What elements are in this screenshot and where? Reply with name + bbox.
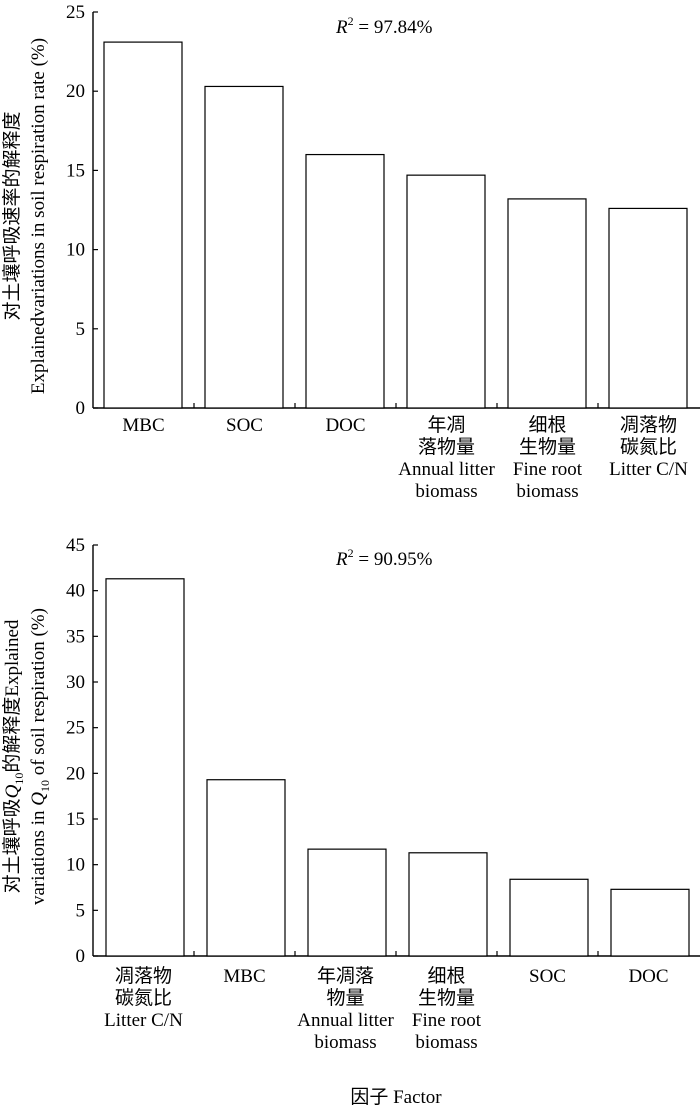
y-tick-label: 5: [76, 319, 86, 340]
bar: [509, 878, 589, 957]
y-tick-label: 10: [66, 855, 85, 876]
y-axis-label: 对土壤呼吸Q10的解释度Explained: [1, 619, 26, 893]
x-category-label: 凋落物碳氮比 Litter C/N: [104, 965, 183, 1031]
y-tick-label: 15: [66, 160, 85, 181]
x-category-label: 细根生物量 Fine root biomass: [513, 414, 583, 502]
y-axis-label: 对土壤呼吸速率的解释度: [1, 111, 23, 320]
y-tick-label: 35: [66, 626, 85, 647]
bar: [608, 207, 688, 409]
y-tick-label: 5: [76, 900, 86, 921]
bar: [105, 578, 185, 957]
y-tick-label: 10: [66, 240, 85, 261]
y-axis-label: Explainedvariations in soil respiration …: [28, 38, 49, 394]
y-tick-label: 30: [66, 672, 85, 693]
y-tick-label: 20: [66, 763, 85, 784]
bar: [204, 85, 284, 409]
x-category-label: MBC: [122, 415, 164, 436]
chart-panel-1: 0 5 10 15 20 25 MBC SOC DOC 年凋落物量 Annual litter bio…: [1, 2, 700, 502]
x-category-label: SOC: [226, 415, 263, 436]
y-tick-label: 0: [76, 398, 86, 419]
bar: [305, 153, 385, 409]
y-tick-label: 25: [66, 2, 85, 23]
r-squared-annotation: R2 = 90.95%: [335, 546, 433, 570]
y-tick-label: 0: [76, 946, 86, 967]
r-squared-annotation: R2 = 97.84%: [335, 14, 433, 38]
x-category-label: DOC: [325, 415, 365, 436]
y-tick-label: 15: [66, 809, 85, 830]
bar: [406, 174, 486, 409]
x-category-label: 凋落物碳氮比 Litter C/N: [609, 414, 688, 480]
bar: [307, 848, 387, 957]
y-tick-label: 20: [66, 81, 85, 102]
bar: [408, 852, 488, 957]
y-tick-label: 45: [66, 535, 85, 556]
x-category-label: 年凋落物量 Annual litter biomass: [297, 965, 394, 1053]
x-category-label: 年凋落物量 Annual litter biomass: [398, 414, 495, 502]
chart-panel-2: 0 5 10 15 20 25 30 35 40 45 凋落物碳氮比 Litter C/N MBC 年凋落…: [1, 535, 700, 1053]
x-category-label: SOC: [529, 966, 566, 987]
bar: [610, 888, 690, 957]
y-tick-label: 25: [66, 718, 85, 739]
bar: [206, 779, 286, 957]
y-tick-label: 40: [66, 581, 85, 602]
x-category-label: DOC: [628, 966, 668, 987]
x-axis-title: 因子 Factor: [350, 1087, 442, 1108]
bar: [507, 198, 587, 409]
x-category-label: 细根生物量 Fine root biomass: [412, 965, 482, 1053]
x-category-label: MBC: [223, 966, 265, 987]
bar: [103, 41, 183, 409]
y-axis-label: variations in Q10 of soil respiration (%…: [28, 608, 52, 905]
